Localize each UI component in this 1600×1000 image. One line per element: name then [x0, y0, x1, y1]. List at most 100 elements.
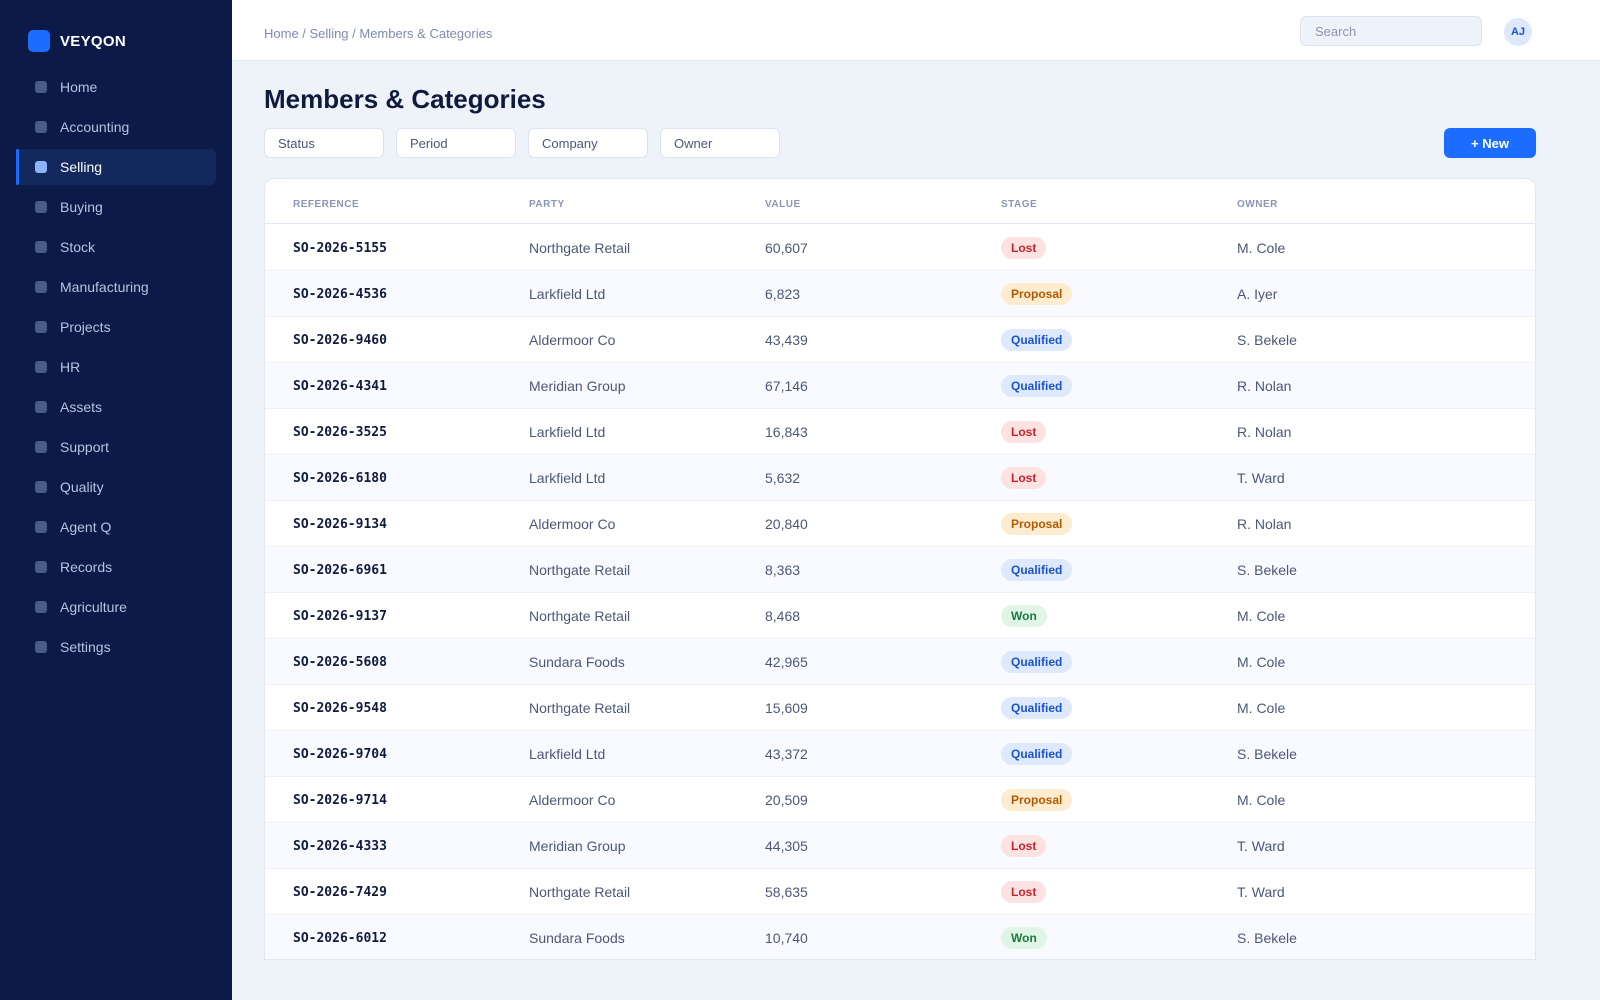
- reference-cell[interactable]: SO-2026-6012: [293, 931, 387, 946]
- reference-cell[interactable]: SO-2026-4536: [293, 287, 387, 302]
- brand[interactable]: VEYQON: [28, 30, 126, 52]
- sidebar-item-label: Stock: [60, 239, 96, 255]
- party-cell: Meridian Group: [529, 378, 626, 394]
- nav-bullet-icon: [35, 481, 47, 493]
- sidebar-item-home[interactable]: Home: [16, 69, 216, 105]
- table-row[interactable]: SO-2026-4333 Meridian Group 44,305 Lost T. W…: [265, 823, 1535, 869]
- sidebar-item-quality[interactable]: Quality: [16, 469, 216, 505]
- sidebar-item-records[interactable]: Records: [16, 549, 216, 585]
- sidebar-item-buying[interactable]: Buying: [16, 189, 216, 225]
- owner-cell: T. Ward: [1237, 884, 1285, 900]
- search-input[interactable]: [1300, 16, 1482, 46]
- reference-cell[interactable]: SO-2026-7429: [293, 885, 387, 900]
- column-header-value[interactable]: VALUE: [765, 199, 801, 210]
- stage-badge: Qualified: [1001, 329, 1073, 351]
- reference-cell[interactable]: SO-2026-6961: [293, 563, 387, 578]
- column-header-owner[interactable]: OWNER: [1237, 199, 1278, 210]
- stage-badge: Qualified: [1001, 651, 1073, 673]
- reference-cell[interactable]: SO-2026-5155: [293, 241, 387, 256]
- table-row[interactable]: SO-2026-5608 Sundara Foods 42,965 Qualified…: [265, 639, 1535, 685]
- nav-bullet-icon: [35, 561, 47, 573]
- owner-cell: R. Nolan: [1237, 378, 1292, 394]
- table-row[interactable]: SO-2026-6961 Northgate Retail 8,363 Qualifi…: [265, 547, 1535, 593]
- party-cell: Aldermoor Co: [529, 516, 616, 532]
- filter-company[interactable]: Company: [528, 128, 648, 158]
- table-row[interactable]: SO-2026-5155 Northgate Retail 60,607 Lost M.…: [265, 225, 1535, 271]
- nav-bullet-icon: [35, 441, 47, 453]
- sidebar-item-projects[interactable]: Projects: [16, 309, 216, 345]
- reference-cell[interactable]: SO-2026-4341: [293, 379, 387, 394]
- sidebar-item-label: Agent Q: [60, 519, 112, 535]
- value-cell: 43,372: [765, 746, 808, 762]
- sidebar-item-manufacturing[interactable]: Manufacturing: [16, 269, 216, 305]
- table-row[interactable]: SO-2026-3525 Larkfield Ltd 16,843 Lost R. No…: [265, 409, 1535, 455]
- owner-cell: M. Cole: [1237, 654, 1286, 670]
- value-cell: 60,607: [765, 240, 808, 256]
- nav-bullet-icon: [35, 401, 47, 413]
- table-row[interactable]: SO-2026-7429 Northgate Retail 58,635 Lost T.…: [265, 869, 1535, 915]
- table-row[interactable]: SO-2026-4341 Meridian Group 67,146 Qualifie…: [265, 363, 1535, 409]
- sidebar-item-label: Manufacturing: [60, 279, 149, 295]
- reference-cell[interactable]: SO-2026-6180: [293, 471, 387, 486]
- reference-cell[interactable]: SO-2026-4333: [293, 839, 387, 854]
- reference-cell[interactable]: SO-2026-9704: [293, 747, 387, 762]
- new-button[interactable]: + New: [1444, 128, 1536, 158]
- sidebar-item-label: Quality: [60, 479, 104, 495]
- table-row[interactable]: SO-2026-9134 Aldermoor Co 20,840 Proposal R.…: [265, 501, 1535, 547]
- reference-cell[interactable]: SO-2026-9137: [293, 609, 387, 624]
- sidebar-item-settings[interactable]: Settings: [16, 629, 216, 665]
- table-row[interactable]: SO-2026-6180 Larkfield Ltd 5,632 Lost T. War…: [265, 455, 1535, 501]
- table-row[interactable]: SO-2026-6012 Sundara Foods 10,740 Won S. Bek…: [265, 915, 1535, 959]
- filter-period[interactable]: Period: [396, 128, 516, 158]
- reference-cell[interactable]: SO-2026-5608: [293, 655, 387, 670]
- table-header: REFERENCE PARTY VALUE STAGE OWNER: [265, 179, 1535, 224]
- table-body: SO-2026-5155 Northgate Retail 60,607 Lost M.…: [265, 225, 1535, 959]
- sidebar-item-support[interactable]: Support: [16, 429, 216, 465]
- column-header-party[interactable]: PARTY: [529, 199, 565, 210]
- nav-bullet-icon: [35, 601, 47, 613]
- table-row[interactable]: SO-2026-9714 Aldermoor Co 20,509 Proposal M.…: [265, 777, 1535, 823]
- table-row[interactable]: SO-2026-9137 Northgate Retail 8,468 Won M. C…: [265, 593, 1535, 639]
- table-row[interactable]: SO-2026-9704 Larkfield Ltd 43,372 Qualified…: [265, 731, 1535, 777]
- reference-cell[interactable]: SO-2026-9548: [293, 701, 387, 716]
- party-cell: Aldermoor Co: [529, 332, 616, 348]
- brand-logo-icon: [28, 30, 50, 52]
- sidebar-item-accounting[interactable]: Accounting: [16, 109, 216, 145]
- reference-cell[interactable]: SO-2026-3525: [293, 425, 387, 440]
- filter-status[interactable]: Status: [264, 128, 384, 158]
- nav-bullet-icon: [35, 361, 47, 373]
- breadcrumb[interactable]: Home / Selling / Members & Categories: [264, 26, 493, 41]
- party-cell: Larkfield Ltd: [529, 470, 606, 486]
- sidebar-item-selling[interactable]: Selling: [16, 149, 216, 185]
- value-cell: 5,632: [765, 470, 801, 486]
- nav-bullet-icon: [35, 81, 47, 93]
- sidebar-item-hr[interactable]: HR: [16, 349, 216, 385]
- reference-cell[interactable]: SO-2026-9460: [293, 333, 387, 348]
- stage-badge: Lost: [1001, 421, 1047, 443]
- stage-badge: Won: [1001, 927, 1047, 949]
- sidebar-item-label: Selling: [60, 159, 103, 175]
- sidebar-item-stock[interactable]: Stock: [16, 229, 216, 265]
- column-header-reference[interactable]: REFERENCE: [293, 199, 360, 210]
- reference-cell[interactable]: SO-2026-9714: [293, 793, 387, 808]
- table-row[interactable]: SO-2026-4536 Larkfield Ltd 6,823 Proposal A.…: [265, 271, 1535, 317]
- sidebar-nav: Home Accounting Selling Buying Stock Manufact…: [16, 69, 216, 669]
- owner-cell: R. Nolan: [1237, 424, 1292, 440]
- owner-cell: M. Cole: [1237, 608, 1286, 624]
- table-row[interactable]: SO-2026-9460 Aldermoor Co 43,439 Qualified S…: [265, 317, 1535, 363]
- filter-owner[interactable]: Owner: [660, 128, 780, 158]
- column-header-stage[interactable]: STAGE: [1001, 199, 1038, 210]
- nav-bullet-icon: [35, 241, 47, 253]
- table-row[interactable]: SO-2026-9548 Northgate Retail 15,609 Qualif…: [265, 685, 1535, 731]
- owner-cell: A. Iyer: [1237, 286, 1278, 302]
- sidebar-item-agent-q[interactable]: Agent Q: [16, 509, 216, 545]
- value-cell: 43,439: [765, 332, 808, 348]
- brand-name: VEYQON: [60, 32, 126, 50]
- owner-cell: S. Bekele: [1237, 562, 1297, 578]
- reference-cell[interactable]: SO-2026-9134: [293, 517, 387, 532]
- avatar[interactable]: AJ: [1504, 18, 1532, 46]
- sidebar-item-assets[interactable]: Assets: [16, 389, 216, 425]
- party-cell: Larkfield Ltd: [529, 286, 606, 302]
- sidebar-item-agriculture[interactable]: Agriculture: [16, 589, 216, 625]
- stage-badge: Proposal: [1001, 513, 1073, 535]
